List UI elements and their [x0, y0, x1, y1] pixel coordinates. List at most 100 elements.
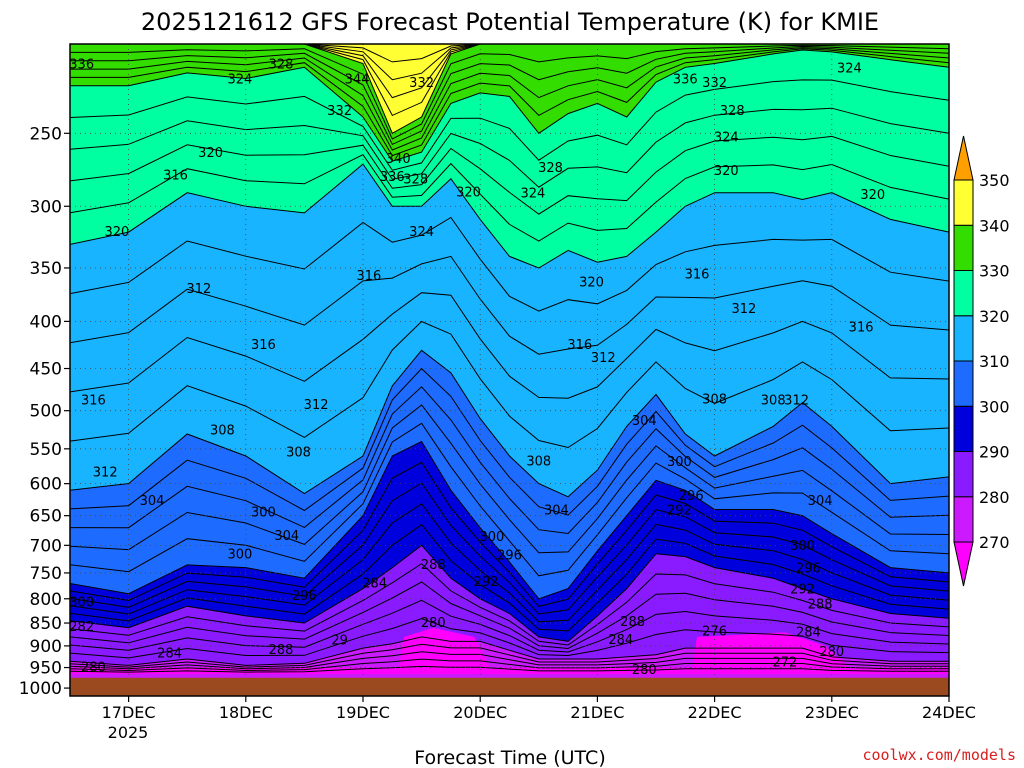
contour-label: 29 — [331, 634, 348, 649]
colorbar-segment — [953, 315, 974, 362]
y-tick-label: 950 — [30, 659, 62, 679]
contour-label: 288 — [269, 643, 294, 658]
contour-label: 324 — [714, 131, 739, 146]
theta-color-fills — [70, 44, 949, 696]
colorbar-tick-label: 340 — [979, 216, 1010, 235]
contour-label: 316 — [163, 168, 188, 183]
contour-label: 316 — [356, 269, 381, 284]
isentrope-line — [70, 154, 949, 242]
contour-label: 282 — [69, 620, 94, 635]
contour-label: 280 — [81, 660, 106, 675]
contour-label: 332 — [327, 104, 352, 119]
colorbar-cap-top — [953, 135, 974, 181]
colorbar-tick-label: 350 — [979, 171, 1010, 190]
isentrope-line — [70, 48, 949, 157]
contour-label: 328 — [538, 161, 563, 176]
contour-label: 324 — [520, 187, 545, 202]
contour-label: 308 — [286, 446, 311, 461]
isentrope-line — [70, 618, 949, 659]
contour-label: 320 — [860, 188, 885, 203]
ground-band — [70, 677, 949, 696]
colorbar-segment — [953, 270, 974, 317]
contour-label: 312 — [591, 351, 616, 366]
isentrope-line — [70, 44, 949, 140]
contour-label: 284 — [608, 633, 633, 648]
contour-label: 284 — [362, 576, 387, 591]
colorbar-segment — [953, 179, 974, 226]
contour-label: 280 — [421, 616, 446, 631]
colorbar-tick-label: 300 — [979, 397, 1010, 416]
contour-label: 316 — [685, 268, 710, 283]
isentrope-line — [70, 665, 949, 673]
contour-label: 288 — [421, 558, 446, 573]
x-tick-label: 24DEC — [922, 703, 976, 722]
isentrope-line — [70, 503, 949, 623]
y-tick-label: 350 — [30, 259, 62, 279]
colorbar: 270 280 290 300 310 320 330 340 350 — [953, 135, 1010, 587]
isentrope-lines — [70, 44, 949, 673]
contour-label: 284 — [796, 625, 821, 640]
contour-label: 316 — [81, 393, 106, 408]
contour-label: 292 — [474, 575, 499, 590]
colorbar-tick-label: 290 — [979, 443, 1010, 462]
isentrope-line — [70, 581, 949, 650]
colorbar-tick-label: 330 — [979, 262, 1010, 281]
contour-label: 320 — [579, 275, 604, 290]
colorbar-segment — [953, 360, 974, 407]
x-axis: 17DEC 18DEC 19DEC 20DEC 21DEC 22DEC 23DEC 24DEC — [102, 696, 976, 722]
isentrope-line — [70, 482, 949, 615]
isentrope-line — [70, 643, 949, 668]
contour-label: 304 — [808, 494, 833, 509]
isentrope-line — [70, 658, 949, 672]
contour-label: 280 — [632, 663, 657, 678]
y-tick-label: 250 — [30, 124, 62, 144]
theta-band-above-320 — [70, 44, 949, 268]
isentrope-line — [70, 563, 949, 646]
isentrope-line — [70, 440, 949, 600]
colorbar-segment — [953, 224, 974, 271]
grid-lines — [70, 44, 949, 696]
contour-label: 320 — [714, 164, 739, 179]
contour-label: 320 — [104, 225, 129, 240]
credit-link[interactable]: coolwx.com/models — [862, 746, 1016, 764]
contour-label: 288 — [808, 597, 833, 612]
y-tick-label: 500 — [30, 402, 62, 422]
contour-label: 324 — [227, 73, 252, 88]
contour-label: 316 — [251, 338, 276, 353]
contour-label: 312 — [304, 398, 329, 413]
isentrope-line — [70, 292, 949, 399]
contour-label: 300 — [251, 505, 276, 520]
x-tick-label: 18DEC — [219, 703, 273, 722]
contour-label: 300 — [667, 455, 692, 470]
colorbar-segment — [953, 496, 974, 543]
y-tick-label: 700 — [30, 536, 62, 556]
isentrope-line — [70, 386, 949, 535]
isentrope-line — [70, 636, 949, 666]
plot-frame — [69, 43, 950, 697]
contour-label: 320 — [456, 185, 481, 200]
contour-label: 300 — [790, 539, 815, 554]
contour-label: 332 — [409, 76, 434, 91]
chart-title: 2025121612 GFS Forecast Potential Temper… — [141, 8, 879, 36]
y-tick-label: 400 — [30, 312, 62, 332]
colorbar-tick-label: 320 — [979, 307, 1010, 326]
y-tick-label: 750 — [30, 564, 62, 584]
y-tick-label: 850 — [30, 614, 62, 634]
isentrope-line — [70, 163, 949, 269]
contour-label: 304 — [140, 494, 165, 509]
y-tick-label: 550 — [30, 440, 62, 460]
y-tick-label: 600 — [30, 475, 62, 495]
contour-label: 296 — [292, 589, 317, 604]
colorbar-segment — [953, 451, 974, 498]
contour-label: 312 — [784, 393, 809, 408]
contour-label: 300 — [479, 530, 504, 545]
contour-label: 312 — [93, 466, 118, 481]
isentrope-line — [70, 544, 949, 642]
contour-label: 284 — [157, 647, 182, 662]
contour-label: 336 — [69, 58, 94, 73]
contour-label: 308 — [702, 393, 727, 408]
x-tick-label: 23DEC — [805, 703, 859, 722]
